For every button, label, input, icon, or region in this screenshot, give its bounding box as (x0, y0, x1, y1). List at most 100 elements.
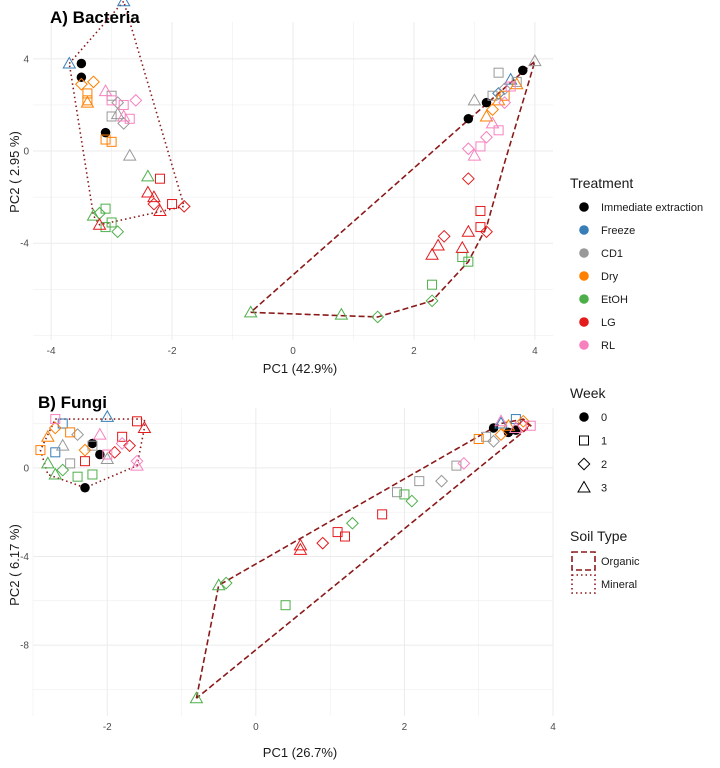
data-point (130, 454, 144, 468)
data-point (76, 58, 87, 69)
data-point (98, 84, 113, 97)
data-point (123, 439, 137, 453)
data-point (100, 409, 115, 422)
data-point (72, 471, 83, 482)
points-bacteria (62, 0, 542, 324)
data-point (501, 418, 516, 431)
data-point (414, 476, 425, 487)
data-point (340, 531, 350, 542)
data-point (111, 225, 125, 239)
data-point (106, 136, 117, 147)
legend-title-week: Week (570, 385, 607, 401)
legend-label-treatment: EtOH (601, 294, 628, 306)
panel-bacteria: -4 -2 0 2 4 -4 0 4 A) Bacteria PC1 (42.9%) PC2 … (7, 0, 553, 376)
data-point (87, 75, 100, 89)
data-point (82, 95, 93, 106)
data-point (102, 449, 113, 460)
data-point (480, 225, 493, 239)
data-point (87, 440, 98, 451)
legend-key-cd1 (579, 248, 589, 258)
data-point (92, 217, 107, 230)
data-point (479, 109, 494, 122)
data-point (100, 127, 111, 138)
data-point (461, 172, 475, 186)
points-fungi (35, 409, 536, 704)
legend-soil: Organic Mineral (571, 551, 640, 594)
data-point (516, 419, 530, 433)
data-point (525, 420, 536, 431)
hull-organic (250, 58, 537, 318)
legend-title-soil: Soil Type (570, 528, 628, 544)
data-point (65, 427, 76, 438)
y-axis-title-bacteria: PC2 ( 2.95 %) (7, 131, 22, 213)
data-point (80, 95, 95, 108)
data-point (65, 458, 76, 469)
data-point (80, 483, 90, 493)
data-point (167, 199, 178, 210)
data-point (293, 538, 308, 551)
data-point (153, 203, 167, 216)
data-point (405, 494, 419, 508)
x-tick-label: 4 (550, 722, 556, 733)
grid-fungi (32, 408, 554, 716)
legend-key-freeze (579, 225, 589, 235)
y-tick-label: 4 (23, 54, 29, 65)
legend-label-treatment: Dry (601, 271, 619, 283)
data-point (516, 414, 530, 428)
data-point (132, 416, 142, 427)
legend-key-etoh (579, 294, 589, 304)
y-tick-label: -4 (20, 552, 29, 563)
data-point (431, 238, 445, 251)
y-tick-label: -4 (20, 239, 29, 250)
legend-label-treatment: LG (601, 317, 616, 329)
data-point (345, 516, 359, 530)
x-axis-title-bacteria: PC1 (42.9%) (263, 361, 337, 376)
data-point (48, 421, 62, 435)
data-point (141, 169, 155, 182)
ticks-bacteria: -4 -2 0 2 4 -4 0 4 (20, 54, 538, 357)
data-point (467, 93, 482, 106)
data-point (480, 130, 493, 144)
legend-key-dry (579, 271, 589, 281)
data-point (106, 111, 117, 122)
legend-label-treatment: Immediate extraction (601, 202, 703, 214)
data-point (481, 431, 492, 442)
data-point (106, 95, 117, 106)
legend-week: 0 1 2 3 (577, 412, 607, 495)
data-point (316, 536, 330, 550)
data-point (486, 103, 499, 117)
panel-fungi: -2 0 2 4 -8 -4 0 B) Fungi PC1 (26.7%) PC2 ( 6.… (7, 393, 556, 760)
legend-key-lg (579, 317, 589, 327)
hull-mineral (39, 418, 146, 489)
data-point (92, 427, 107, 440)
data-point (425, 294, 439, 308)
legend-key-week-1 (579, 435, 589, 446)
data-point (463, 114, 474, 124)
y-tick-label: -8 (20, 641, 29, 652)
hull-organic (195, 418, 532, 699)
data-point (377, 509, 388, 520)
data-point (498, 96, 512, 110)
data-point (80, 456, 90, 467)
data-point (455, 240, 470, 253)
data-point (487, 434, 501, 448)
data-point (527, 54, 542, 67)
data-point (147, 197, 161, 211)
x-axis-title-fungi: PC1 (26.7%) (263, 745, 337, 760)
data-point (87, 469, 98, 480)
data-point (110, 107, 125, 120)
x-tick-label: 2 (402, 722, 408, 733)
data-point (137, 420, 152, 433)
hulls-bacteria (68, 0, 537, 318)
legend-key-organic (571, 551, 596, 571)
data-point (475, 205, 486, 216)
data-point (494, 416, 508, 429)
data-point (50, 447, 61, 458)
data-point (518, 65, 528, 76)
data-point (100, 134, 111, 145)
legend-key-week-3 (577, 480, 591, 493)
y-tick-label: 0 (23, 463, 29, 474)
x-tick-label: 0 (290, 346, 296, 357)
data-point (71, 428, 85, 442)
x-tick-label: -4 (47, 346, 56, 357)
